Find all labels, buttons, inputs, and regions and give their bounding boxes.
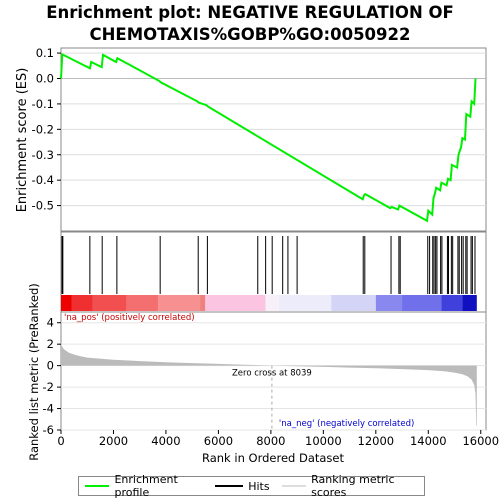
rank-color-segment [402,295,442,311]
metric-swatch [281,485,307,487]
legend-item-hits: Hits [215,479,270,493]
es-tick-label: -0.3 [32,148,54,162]
rank-color-segment [205,295,266,311]
rank-color-segment [200,295,206,311]
x-tick-label: 8000 [256,434,285,448]
x-tick-label: 14000 [410,434,447,448]
rank-color-segment [278,295,332,311]
x-tick-label: 0 [57,434,64,448]
es-tick-label: -0.5 [32,199,54,213]
positive-correlation-label: 'na_pos' (positively correlated) [64,313,195,323]
enrichment-profile-line [60,52,477,223]
x-tick-label: 16000 [462,434,499,448]
es-tick-label: -0.1 [32,97,54,111]
metric-tick-label: -4 [43,402,54,416]
es-tick-label: 0.0 [36,72,54,86]
es-tick-label: -0.4 [32,173,54,187]
rank-color-segment [265,295,279,311]
rank-color-segment [441,295,463,311]
rank-color-bar [61,295,477,311]
metric-tick-label: -2 [43,380,54,394]
ranking-metric-area [61,341,477,426]
rank-color-segment [462,295,477,311]
zero-cross-label: Zero cross at 8039 [232,369,312,379]
metric-y-axis: 4 2 0 -2 -4 -6 [43,316,61,437]
legend-item-metric: Ranking metric scores [281,473,418,499]
x-tick-label: 4000 [151,434,180,448]
page-title: Enrichment plot: NEGATIVE REGULATION OF … [46,3,454,44]
rank-color-segment [331,295,376,311]
metric-panel-frame [60,311,487,431]
metric-tick-label: 2 [47,337,54,351]
rank-color-segment [71,295,93,311]
rank-color-segment [158,295,201,311]
rank-color-segment [92,295,127,311]
legend-label-hits: Hits [248,479,270,493]
x-axis-label: Rank in Ordered Dataset [202,451,345,465]
enrichment-swatch [85,485,110,487]
legend: Enrichment profile Hits Ranking metric s… [78,473,425,499]
legend-item-enrichment: Enrichment profile [85,473,203,499]
rank-color-segment [375,295,403,311]
legend-label-metric: Ranking metric scores [311,473,395,499]
rank-color-segment [61,295,72,311]
x-tick-label: 6000 [204,434,233,448]
rank-color-segment [126,295,159,311]
negative-correlation-label: 'na_neg' (negatively correlated) [279,419,414,429]
es-tick-label: 0.1 [36,46,54,60]
metric-axis-label: Ranked list metric (PreRanked) [27,283,41,461]
es-tick-label: -0.2 [32,122,54,136]
x-tick-label: 12000 [358,434,395,448]
x-axis: 0 2000 4000 6000 8000 10000 12000 14000 16000 [57,430,499,448]
legend-label-enrichment: Enrichment profile [114,473,178,499]
es-gridlines [61,52,486,207]
metric-tick-label: 0 [47,359,54,373]
es-y-axis: 0.1 0.0 -0.1 -0.2 -0.3 -0.4 -0.5 [32,46,61,213]
metric-tick-label: 4 [47,316,54,330]
x-tick-label: 10000 [305,434,342,448]
hits-swatch [215,485,244,487]
metric-gridlines [61,322,486,431]
es-axis-label: Enrichment score (ES) [15,68,30,213]
metric-tick-label: -6 [43,423,54,437]
es-panel-frame [60,47,487,232]
x-tick-label: 2000 [99,434,128,448]
hit-markers [61,236,476,294]
